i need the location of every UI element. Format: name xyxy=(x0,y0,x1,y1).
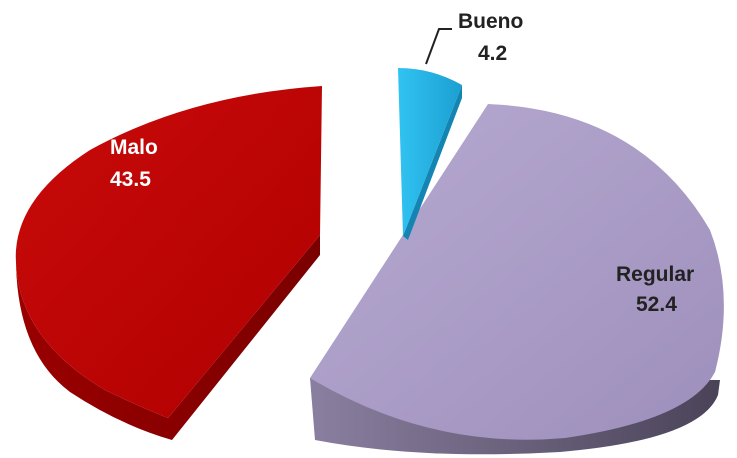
pie-slice-bueno-side xyxy=(403,85,462,240)
pie-slice-regular xyxy=(310,104,724,455)
pie-slice-malo xyxy=(15,86,322,440)
pie-slice-regular-top xyxy=(310,104,724,440)
slice-label-regular-value: 52.4 xyxy=(636,293,677,316)
slice-label-regular: Regular 52.4 xyxy=(616,263,694,316)
pie-slice-bueno-top xyxy=(398,68,462,236)
slice-label-bueno: Bueno 4.2 xyxy=(458,10,523,65)
bueno-leader-line xyxy=(425,28,452,65)
slice-label-malo-name: Malo xyxy=(110,136,158,159)
slice-label-regular-name: Regular xyxy=(616,263,694,286)
pie-slice-bueno xyxy=(398,68,462,240)
pie-slice-malo-top xyxy=(15,86,322,418)
slice-label-malo: Malo 43.5 xyxy=(110,136,158,191)
slice-label-bueno-name: Bueno xyxy=(458,10,523,33)
slice-label-malo-value: 43.5 xyxy=(110,168,151,191)
pie-slice-malo-side xyxy=(15,235,320,440)
slice-label-bueno-value: 4.2 xyxy=(478,42,507,65)
